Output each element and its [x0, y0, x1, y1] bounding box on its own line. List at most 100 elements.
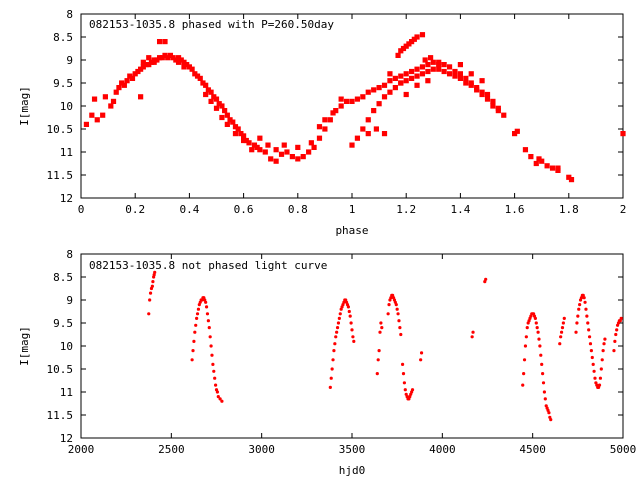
- top-data-point: [409, 75, 415, 81]
- bottom-data-point: [215, 390, 220, 394]
- bottom-data-point: [543, 397, 547, 401]
- top-data-point: [189, 66, 195, 72]
- bottom-y-axis-label: I[mag]: [18, 326, 31, 366]
- top-y-tick-label: 8.5: [53, 31, 73, 44]
- bottom-data-point: [216, 395, 220, 399]
- top-data-point: [203, 91, 209, 98]
- top-data-point: [257, 147, 263, 153]
- top-data-point: [186, 64, 192, 70]
- top-data-point: [241, 137, 247, 144]
- top-data-point: [181, 59, 187, 65]
- top-data-point: [533, 160, 539, 167]
- top-data-point: [178, 57, 184, 63]
- bottom-data-point: [399, 332, 403, 337]
- bottom-data-point: [153, 270, 157, 274]
- top-data-point: [222, 108, 228, 114]
- top-x-tick-label: 0.6: [234, 203, 254, 216]
- bottom-x-tick-label: 4500: [519, 443, 546, 456]
- bottom-data-point: [576, 314, 580, 318]
- bottom-data-point: [192, 339, 196, 343]
- bottom-data-point: [349, 321, 353, 325]
- top-data-point: [422, 57, 428, 63]
- top-data-point: [219, 114, 225, 121]
- top-data-point: [246, 140, 252, 146]
- top-data-point: [406, 41, 412, 47]
- bottom-data-point: [584, 307, 588, 311]
- top-x-tick-label: 0: [78, 203, 85, 216]
- top-data-point: [124, 78, 130, 84]
- top-y-tick-label: 12: [60, 192, 73, 205]
- top-data-point: [295, 144, 301, 150]
- bottom-data-point: [559, 330, 564, 334]
- bottom-data-point: [218, 397, 222, 401]
- bottom-data-point: [542, 390, 547, 394]
- bottom-data-point: [603, 337, 607, 341]
- bottom-data-point: [523, 344, 528, 348]
- top-data-point: [94, 117, 100, 123]
- top-data-point: [544, 163, 550, 169]
- top-data-point: [262, 149, 268, 155]
- top-data-point: [425, 68, 431, 75]
- top-data-point: [273, 147, 279, 153]
- bottom-data-point: [204, 305, 209, 309]
- top-x-axis-label: phase: [335, 224, 368, 237]
- top-data-point: [555, 165, 561, 171]
- top-data-point: [230, 119, 236, 125]
- top-data-point: [436, 62, 442, 68]
- top-data-point: [430, 59, 436, 65]
- bottom-y-tick-label: 11.5: [47, 409, 74, 422]
- bottom-data-point: [533, 316, 537, 320]
- bottom-x-tick-label: 2000: [68, 443, 95, 456]
- bottom-data-point: [587, 335, 592, 339]
- top-y-ticks: 8 8.5 9 9.5 10 10.5 11 11.5 12: [47, 8, 623, 205]
- bottom-data-point: [585, 314, 589, 318]
- phased-light-curve-panel: 0 0.2 0.4 0.6 0.8 1 1.2 1.4 1.6 1.8 2 8 8.5 9 9.5 10 10…: [18, 8, 626, 237]
- top-plot-frame: [80, 13, 624, 199]
- top-data-point: [425, 78, 431, 84]
- top-data-point: [208, 89, 214, 95]
- bottom-data-point: [560, 326, 565, 330]
- top-data-point: [349, 142, 355, 148]
- bottom-data-point: [586, 321, 590, 325]
- bottom-data-point: [593, 376, 597, 380]
- top-data-point: [387, 89, 393, 95]
- top-data-point: [146, 55, 152, 61]
- bottom-data-point: [549, 418, 553, 422]
- bottom-data-point: [619, 316, 623, 320]
- top-data-point: [479, 78, 485, 84]
- bottom-data-point: [395, 307, 399, 311]
- bottom-y-tick-label: 8: [66, 248, 73, 261]
- top-data-point: [278, 151, 285, 157]
- top-data-point: [162, 39, 168, 45]
- top-data-point: [365, 89, 371, 95]
- bottom-data-point: [562, 316, 566, 320]
- top-data-point: [403, 91, 409, 98]
- top-data-point: [194, 73, 201, 79]
- bottom-data-point: [598, 376, 603, 380]
- top-data-point: [365, 117, 371, 123]
- bottom-x-tick-label: 3500: [339, 443, 366, 456]
- top-data-point: [138, 94, 144, 100]
- top-data-point: [436, 66, 442, 72]
- top-data-point: [159, 55, 165, 61]
- top-data-point: [232, 131, 239, 137]
- top-data-point: [392, 85, 398, 91]
- bottom-data-point: [206, 319, 210, 323]
- top-data-point: [452, 68, 458, 75]
- top-x-tick-label: 2: [620, 203, 627, 216]
- bottom-data-point: [410, 388, 415, 392]
- top-data-point: [129, 75, 136, 81]
- bottom-data-point: [376, 358, 380, 362]
- bottom-data-point: [348, 314, 352, 318]
- top-data-point: [208, 98, 214, 104]
- bottom-data-point: [191, 349, 195, 353]
- top-data-point: [181, 64, 187, 70]
- top-data-point: [452, 73, 458, 79]
- top-data-point: [522, 147, 529, 153]
- top-data-point: [484, 96, 491, 102]
- top-data-point: [238, 131, 244, 137]
- bottom-data-point: [597, 383, 602, 387]
- top-data-point: [205, 87, 211, 93]
- top-data-point: [419, 32, 426, 38]
- top-x-tick-label: 1: [349, 203, 356, 216]
